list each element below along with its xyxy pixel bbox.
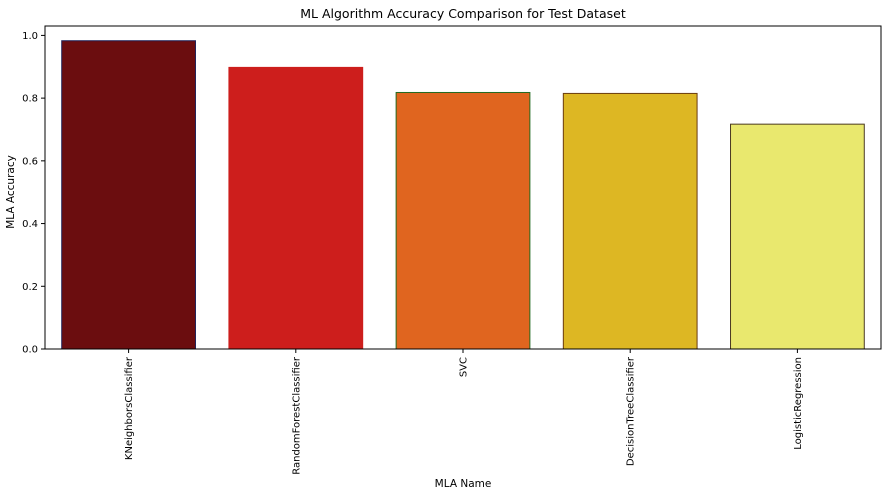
y-axis-ticks: 0.0 0.2 0.4 0.6 0.8 1.0 [22,31,45,356]
x-tick-label: LogisticRegression [793,357,804,450]
y-tick-label: 0.0 [22,345,38,356]
bar-SVC [395,91,531,350]
x-tick-label: DecisionTreeClassifier [626,356,637,466]
y-tick-label: 1.0 [22,31,38,42]
y-tick-label: 0.6 [22,156,38,167]
plot-frame [44,25,882,350]
x-axis-ticks: KNeighborsClassifier RandomForestClassifi… [124,349,804,475]
x-axis-label: MLA Name [435,478,492,490]
y-axis-label: MLA Accuracy [5,155,17,229]
x-tick-label: KNeighborsClassifier [124,356,135,460]
bar-LogisticRegression [730,123,865,350]
y-tick-label: 0.4 [22,219,38,230]
bar-KNeighborsClassifier [61,40,196,350]
bar-DecisionTreeClassifier [562,92,698,350]
y-tick-label: 0.2 [22,282,38,293]
y-tick-label: 0.8 [22,94,38,105]
chart-title: ML Algorithm Accuracy Comparison for Tes… [300,6,626,21]
plot-area [61,40,865,350]
bar-RandomForestClassifier [228,66,364,350]
x-tick-label: RandomForestClassifier [291,356,302,475]
x-tick-label: SVC [459,357,470,377]
